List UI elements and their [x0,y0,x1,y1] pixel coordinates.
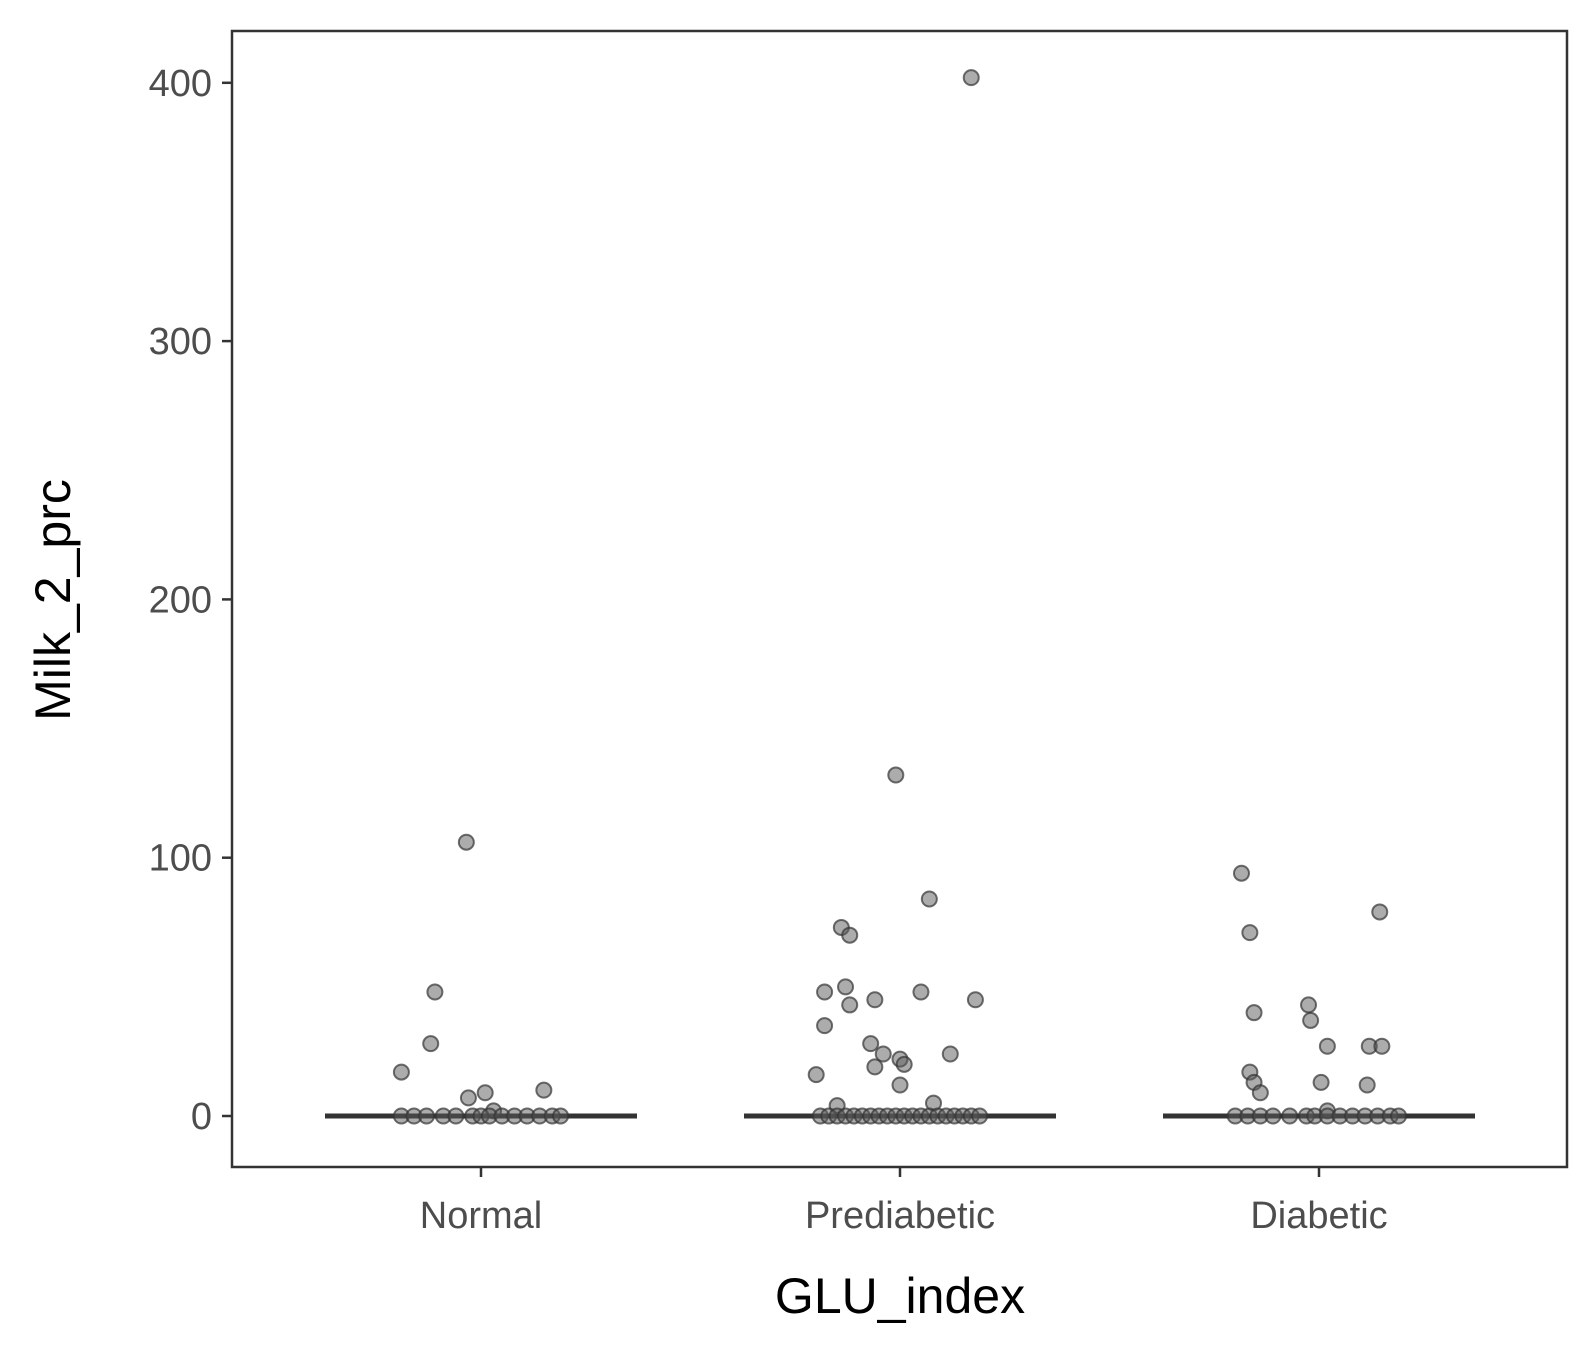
data-point [1358,1076,1376,1094]
data-point [1312,1073,1330,1091]
data-point [459,1089,477,1107]
data-point [392,1063,410,1081]
x-tick-label: Diabetic [1250,1195,1387,1237]
data-point [816,1017,834,1035]
data-points [392,69,1408,1125]
data-point [457,833,475,851]
x-tick-label: Normal [420,1195,542,1237]
data-point [1281,1107,1299,1125]
y-axis: 0 100 200 300 400 [149,63,232,1138]
data-point [891,1076,909,1094]
data-point [418,1107,436,1125]
data-point [1264,1107,1282,1125]
data-point [841,996,859,1014]
data-point [426,983,444,1001]
data-point [1318,1037,1336,1055]
data-point [866,1058,884,1076]
data-point [874,1045,892,1063]
data-point [447,1107,465,1125]
data-point [920,890,938,908]
data-point [1373,1037,1391,1055]
data-point [807,1066,825,1084]
y-tick-label: 100 [149,838,212,880]
x-axis-title: GLU_index [775,1268,1025,1324]
data-point [887,766,905,784]
x-axis: Normal Prediabetic Diabetic [420,1167,1388,1237]
data-point [1232,864,1250,882]
y-tick-label: 400 [149,63,212,105]
data-point [422,1035,440,1053]
data-point [476,1084,494,1102]
data-point [1251,1084,1269,1102]
data-point [962,69,980,87]
data-point [895,1055,913,1073]
data-point [1300,996,1318,1014]
y-axis-title: Milk_2_prc [25,479,81,721]
data-point [1241,924,1259,942]
data-point [841,926,859,944]
data-point [966,991,984,1009]
y-tick-label: 200 [149,579,212,621]
data-point [1245,1004,1263,1022]
data-point [866,991,884,1009]
data-point [1390,1107,1408,1125]
plot-panel [230,29,1569,1169]
y-tick-label: 300 [149,321,212,363]
data-point [862,1035,880,1053]
data-point [1371,903,1389,921]
data-point [837,978,855,996]
data-point [1302,1011,1320,1029]
data-point [816,983,834,1001]
data-point [971,1107,989,1125]
data-point [941,1045,959,1063]
data-point [535,1081,553,1099]
x-tick-label: Prediabetic [805,1195,995,1237]
data-point [552,1107,570,1125]
y-tick-label: 0 [191,1096,212,1138]
data-point [912,983,930,1001]
